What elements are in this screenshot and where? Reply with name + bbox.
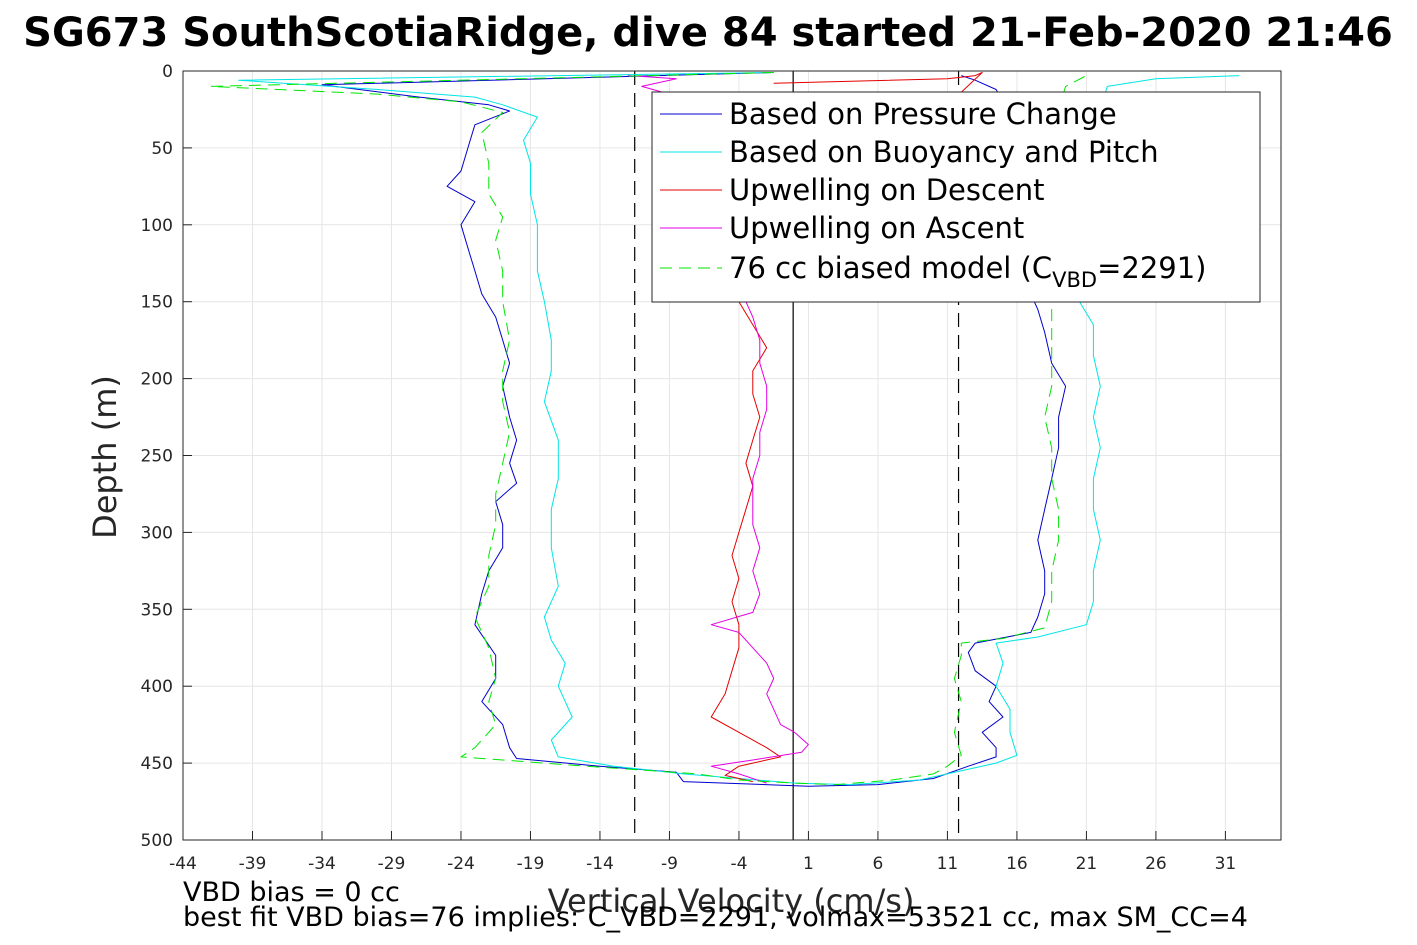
series-line-0 [321,72,1067,787]
x-tick-label-10: 6 [873,854,884,874]
series-line-4 [210,72,1087,786]
legend-label-biased-model-prefix: 76 cc biased model (C [729,251,1052,285]
x-tick-label-8: -4 [730,854,747,874]
y-tick-label-2: 100 [141,216,173,236]
x-tick-label-11: 11 [937,854,959,874]
y-tick-label-3: 150 [141,293,173,313]
x-tick-label-14: 26 [1145,854,1167,874]
y-tick-label-8: 400 [141,677,173,697]
x-tick-label-15: 31 [1215,854,1237,874]
legend-label-buoyancy-pitch: Based on Buoyancy and Pitch [729,135,1159,169]
series-line-3 [627,75,809,784]
x-tick-label-1: -39 [239,854,267,874]
x-tick-label-13: 21 [1076,854,1098,874]
y-axis-ticks: 0 50 100 150 200 250 300 350 400 450 500 [141,62,192,851]
chart-title: SG673 SouthScotiaRidge, dive 84 started … [23,10,1393,56]
y-tick-label-5: 250 [141,447,173,467]
y-tick-label-1: 50 [151,139,173,159]
x-tick-label-12: 16 [1006,854,1028,874]
best-fit-note: best fit VBD bias=76 implies: C_VBD=2291… [183,902,1248,933]
x-tick-label-4: -24 [447,854,475,874]
x-tick-label-9: 1 [803,854,814,874]
y-tick-label-7: 350 [141,600,173,620]
y-tick-label-9: 450 [141,754,173,774]
legend-label-biased-model: 76 cc biased model (CVBD=2291) [729,251,1207,292]
legend-label-pressure-change: Based on Pressure Change [729,97,1117,131]
y-tick-label-4: 200 [141,370,173,390]
x-tick-label-6: -14 [586,854,614,874]
y-axis-label: Depth (m) [86,375,124,539]
series-line-1 [238,72,1240,786]
x-tick-label-2: -34 [308,854,336,874]
legend-label-upwelling-descent: Upwelling on Descent [729,173,1045,207]
series-group [210,72,1240,787]
x-tick-label-0: -44 [169,854,197,874]
x-axis-label: Vertical Velocity (cm/s) [548,882,915,920]
y-tick-label-10: 500 [141,831,173,851]
legend: Based on Pressure Change Based on Buoyan… [651,91,1261,303]
legend-label-upwelling-ascent: Upwelling on Ascent [729,211,1024,245]
vbd-bias-note: VBD bias = 0 cc [183,877,400,908]
y-tick-label-0: 0 [162,62,173,82]
series-line-2 [710,72,983,783]
x-axis-ticks: -44 -39 -34 -29 -24 -19 -14 -9 -4 1 6 11 16 21 26 31 [169,831,1236,874]
x-tick-label-5: -19 [517,854,545,874]
legend-label-biased-model-subscript: VBD [1052,268,1097,292]
y-tick-label-6: 300 [141,523,173,543]
legend-box [651,91,1261,303]
x-tick-label-3: -29 [378,854,406,874]
legend-label-biased-model-suffix: =2291) [1097,251,1206,285]
x-tick-label-7: -9 [661,854,678,874]
